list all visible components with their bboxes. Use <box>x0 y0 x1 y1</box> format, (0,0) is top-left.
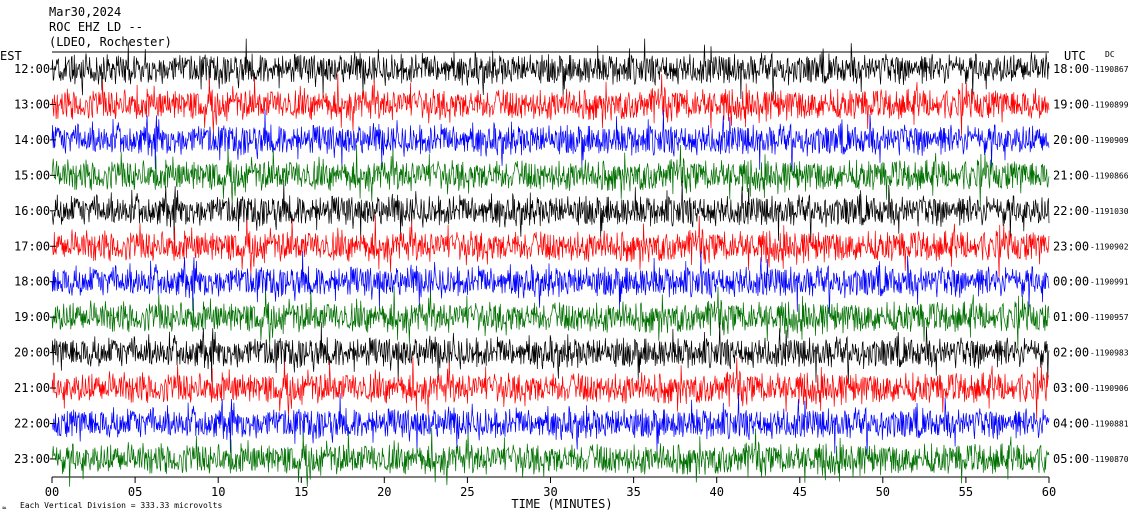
dc-offset-value: -1190906 <box>1090 384 1129 393</box>
trace-line <box>51 393 1050 456</box>
dc-offset-value: -1190866 <box>1090 171 1129 180</box>
utc-hour-labels: 18:00 -1190867 19:00 -1190899 20:00 -1190909 2… <box>1053 62 1129 466</box>
est-hour-label: 16:00 <box>14 204 50 218</box>
est-hour-label: 12:00 <box>14 62 50 76</box>
est-hour-label: 23:00 <box>14 452 50 466</box>
dc-offset-value: -1190909 <box>1090 136 1129 145</box>
est-hour-label: 21:00 <box>14 381 50 395</box>
trace-line <box>51 38 1050 102</box>
trace-line <box>51 357 1050 420</box>
trace-line <box>51 215 1050 278</box>
location-label: (LDEO, Rochester) <box>49 35 172 49</box>
est-hour-label: 19:00 <box>14 310 50 324</box>
date-label: Mar30,2024 <box>49 5 121 19</box>
est-hour-label: 20:00 <box>14 346 50 360</box>
trace-line <box>51 251 1050 314</box>
utc-timezone-label: UTC <box>1064 49 1086 63</box>
utc-hour-label: 18:00 <box>1053 62 1089 76</box>
est-hour-label: 22:00 <box>14 417 50 431</box>
trace-line <box>51 286 1050 349</box>
dc-offset-value: -1190899 <box>1090 101 1129 110</box>
x-tick-label: 55 <box>959 485 973 499</box>
x-tick-label: 05 <box>128 485 142 499</box>
utc-hour-label: 03:00 <box>1053 381 1089 395</box>
utc-hour-label: 01:00 <box>1053 310 1089 324</box>
x-tick-label: 15 <box>294 485 308 499</box>
dc-offset-value: -1190957 <box>1090 313 1129 322</box>
utc-hour-label: 20:00 <box>1053 133 1089 147</box>
est-hour-label: 17:00 <box>14 239 50 253</box>
seismogram-traces <box>51 38 1050 487</box>
utc-hour-label: 19:00 <box>1053 98 1089 112</box>
utc-hour-label: 04:00 <box>1053 417 1089 431</box>
x-axis-title: TIME (MINUTES) <box>511 497 612 511</box>
est-hour-label: 15:00 <box>14 168 50 182</box>
trace-line <box>51 322 1050 385</box>
x-tick-label: 20 <box>377 485 391 499</box>
est-timezone-label: EST <box>0 49 22 63</box>
x-tick-label: 10 <box>211 485 225 499</box>
utc-hour-label: 00:00 <box>1053 275 1089 289</box>
scale-note: Each Vertical Division = 333.33 microvol… <box>20 501 222 510</box>
est-hour-label: 18:00 <box>14 275 50 289</box>
x-tick-label: 50 <box>876 485 890 499</box>
dc-offset-value: -1190870 <box>1090 455 1129 464</box>
logo-mark: ≈ <box>2 504 6 512</box>
dc-offset-value: -1190991 <box>1090 278 1129 287</box>
trace-line <box>51 144 1050 207</box>
x-axis-ticks: 00 05 10 15 20 25 30 35 40 45 50 55 60 <box>45 477 1056 499</box>
trace-line <box>51 428 1050 487</box>
utc-hour-label: 23:00 <box>1053 239 1089 253</box>
x-tick-label: 40 <box>709 485 723 499</box>
x-tick-label: 35 <box>626 485 640 499</box>
dc-offset-value: -1190867 <box>1090 65 1129 74</box>
x-tick-label: 30 <box>543 485 557 499</box>
est-hour-label: 13:00 <box>14 98 50 112</box>
trace-line <box>51 73 1050 136</box>
est-hour-labels: 12:00 13:00 14:00 15:00 16:00 17:00 18:00 19:00… <box>14 62 56 466</box>
x-tick-label: 25 <box>460 485 474 499</box>
dc-offset-value: -1190983 <box>1090 349 1129 358</box>
est-hour-label: 14:00 <box>14 133 50 147</box>
trace-line <box>51 109 1050 173</box>
x-tick-label: 45 <box>793 485 807 499</box>
utc-hour-label: 05:00 <box>1053 452 1089 466</box>
utc-hour-label: 02:00 <box>1053 346 1089 360</box>
dc-offset-value: -1190881 <box>1090 420 1129 429</box>
station-label: ROC EHZ LD -- <box>49 20 143 34</box>
dc-offset-value: -1190902 <box>1090 242 1129 251</box>
x-tick-label: 00 <box>45 485 59 499</box>
x-tick-label: 60 <box>1042 485 1056 499</box>
trace-line <box>51 180 1050 244</box>
utc-hour-label: 22:00 <box>1053 204 1089 218</box>
dc-offset-header: DC <box>1105 50 1115 59</box>
dc-offset-value: -1191030 <box>1090 207 1129 216</box>
utc-hour-label: 21:00 <box>1053 168 1089 182</box>
